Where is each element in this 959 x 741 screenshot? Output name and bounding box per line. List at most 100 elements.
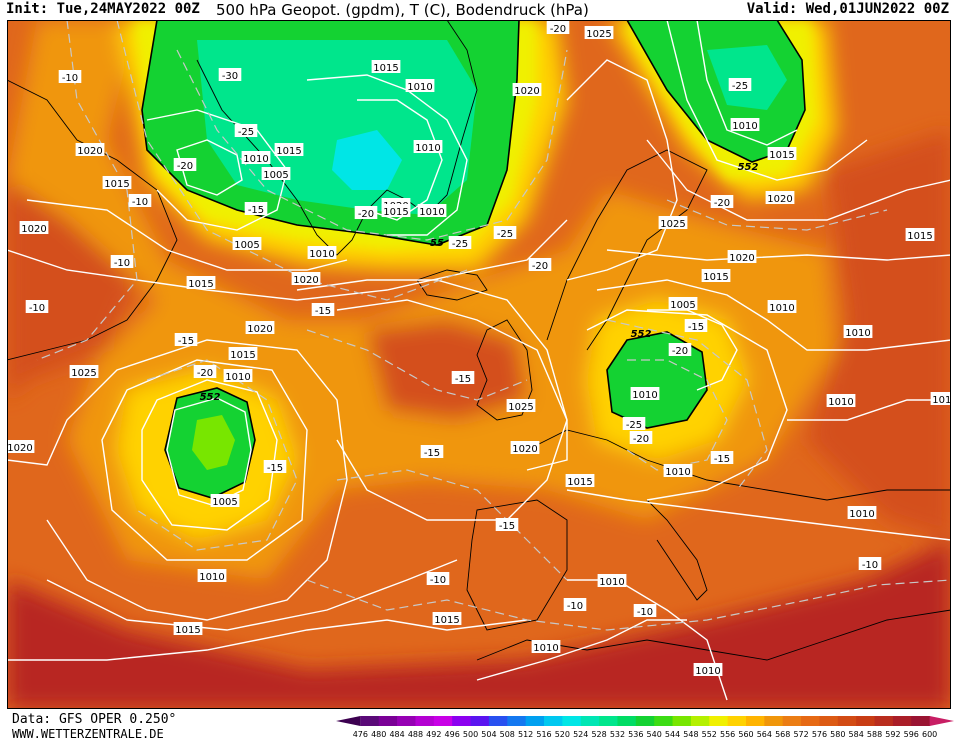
temperature-label-text: -20 — [550, 24, 566, 35]
legend-swatch — [727, 716, 747, 726]
pressure-label: 1020 — [19, 221, 49, 235]
legend-value-label: 576 — [812, 730, 827, 739]
temperature-label-box — [420, 445, 444, 458]
temperature-label-text: -10 — [62, 73, 78, 84]
temperature-label-text: -20 — [197, 368, 213, 379]
legend-swatch — [599, 716, 618, 726]
legend-swatch — [709, 716, 729, 726]
legend-swatch — [911, 716, 931, 726]
pressure-label-box — [597, 574, 627, 587]
temperature-label: -15 — [244, 202, 268, 216]
pressure-label: 1010 — [843, 325, 873, 339]
legend-value-label: 476 — [353, 730, 368, 739]
pressure-label-box — [228, 347, 258, 360]
pressure-label-box — [506, 399, 536, 412]
pressure-label-box — [432, 612, 462, 625]
map-frame — [7, 20, 951, 709]
legend-value-label: 588 — [867, 730, 882, 739]
temperature-label: -20 — [629, 431, 653, 445]
pressure-label: 1015 — [228, 347, 258, 361]
temperature-label-text: -20 — [532, 261, 548, 272]
pressure-label-text: 1010 — [243, 154, 268, 165]
temperature-label: -10 — [858, 557, 882, 571]
isobar-east-1010 — [787, 399, 951, 421]
temperature-label-box — [668, 343, 692, 356]
temperature-label: -20 — [354, 206, 378, 220]
pressure-label: 1025 — [584, 26, 614, 40]
website: WWW.WETTERZENTRALE.DE — [12, 727, 164, 741]
isobar-east-1015 — [606, 249, 951, 261]
temperature-label: -15 — [451, 371, 475, 385]
pressure-label-text: 1005 — [263, 170, 288, 181]
pressure-label: 1025 — [506, 399, 536, 413]
temperature-label: -25 — [622, 417, 646, 431]
pressure-label: 1010 — [663, 464, 693, 478]
temperature-label-box — [633, 604, 657, 617]
pressure-label-box — [19, 221, 49, 234]
legend-value-label: 584 — [849, 730, 864, 739]
legend-swatch — [433, 716, 453, 726]
pressure-label-text: 1010 — [199, 572, 224, 583]
temperature-label-text: -10 — [29, 303, 45, 314]
legend-swatch — [837, 716, 857, 726]
pressure-label: 1020 — [510, 441, 540, 455]
pressure-label-text: 1015 — [104, 179, 129, 190]
legend-swatch — [746, 716, 765, 726]
legend-swatch — [672, 716, 692, 726]
isobar-europe-1015-south — [566, 489, 951, 541]
temperature-label-box — [173, 158, 197, 171]
isotherm-minus15-south — [336, 469, 568, 581]
isobar-north-1015 — [26, 199, 348, 271]
temperature-label-box — [493, 226, 517, 239]
pressure-label-text: 1005 — [670, 300, 695, 311]
coast-italy — [646, 499, 708, 601]
isotherm-minus10-west — [36, 20, 138, 361]
pressure-label: 1010 — [847, 506, 877, 520]
pressure-label: 1010 — [730, 118, 760, 132]
temperature-label-box — [234, 124, 258, 137]
geopotential-labels: 552 552 552 55 — [200, 162, 759, 403]
temperature-label-text: -15 — [714, 454, 730, 465]
isobar-labrador — [146, 109, 288, 231]
pressure-label-text: 1010 — [309, 249, 334, 260]
pressure-label-box — [701, 269, 731, 282]
pressure-label-text: 1015 — [373, 63, 398, 74]
pressure-label-text: 1025 — [586, 29, 611, 40]
legend-swatch — [782, 716, 802, 726]
isobar-atlantic-low-1010 — [141, 379, 278, 531]
legend-value-label: 564 — [757, 730, 772, 739]
legend-value-label: 508 — [500, 730, 515, 739]
pressure-label: 1015 — [565, 474, 595, 488]
legend-swatch — [452, 716, 472, 726]
pressure-label-text: 1010 — [632, 390, 657, 401]
legend-swatch — [488, 716, 508, 726]
temperature-label-text: -10 — [637, 607, 653, 618]
geopotential-label: 552 — [200, 392, 221, 403]
legend-value-label: 568 — [775, 730, 790, 739]
pressure-label-text: 1010 — [419, 207, 444, 218]
temperature-label-box — [58, 70, 82, 83]
temperature-label: -20 — [710, 195, 734, 209]
pressure-label: 1015 — [381, 204, 411, 218]
temperature-label: -20 — [528, 258, 552, 272]
temperature-label-box — [495, 518, 519, 531]
pressure-label-text: 1010 — [732, 121, 757, 132]
temperature-label-text: -20 — [358, 209, 374, 220]
coast-canada — [7, 79, 178, 361]
legend-swatch — [617, 716, 637, 726]
pressure-label-box — [767, 147, 797, 160]
temperature-label-text: -15 — [455, 374, 471, 385]
isobar-north-1020 — [7, 219, 568, 301]
legend-value-label: 520 — [555, 730, 570, 739]
pressure-label-text: 1025 — [508, 402, 533, 413]
legend-value-label: 524 — [573, 730, 588, 739]
legend-swatch — [892, 716, 912, 726]
temperature-label: -10 — [25, 300, 49, 314]
pressure-label: 1010 — [223, 369, 253, 383]
pressure-label: 1025 — [658, 216, 688, 230]
legend-swatch — [415, 716, 435, 726]
pressure-label-box — [730, 118, 760, 131]
pressure-label: 1010 — [307, 246, 337, 260]
pressure-label-box — [668, 297, 698, 310]
legend-swatch — [360, 716, 380, 726]
